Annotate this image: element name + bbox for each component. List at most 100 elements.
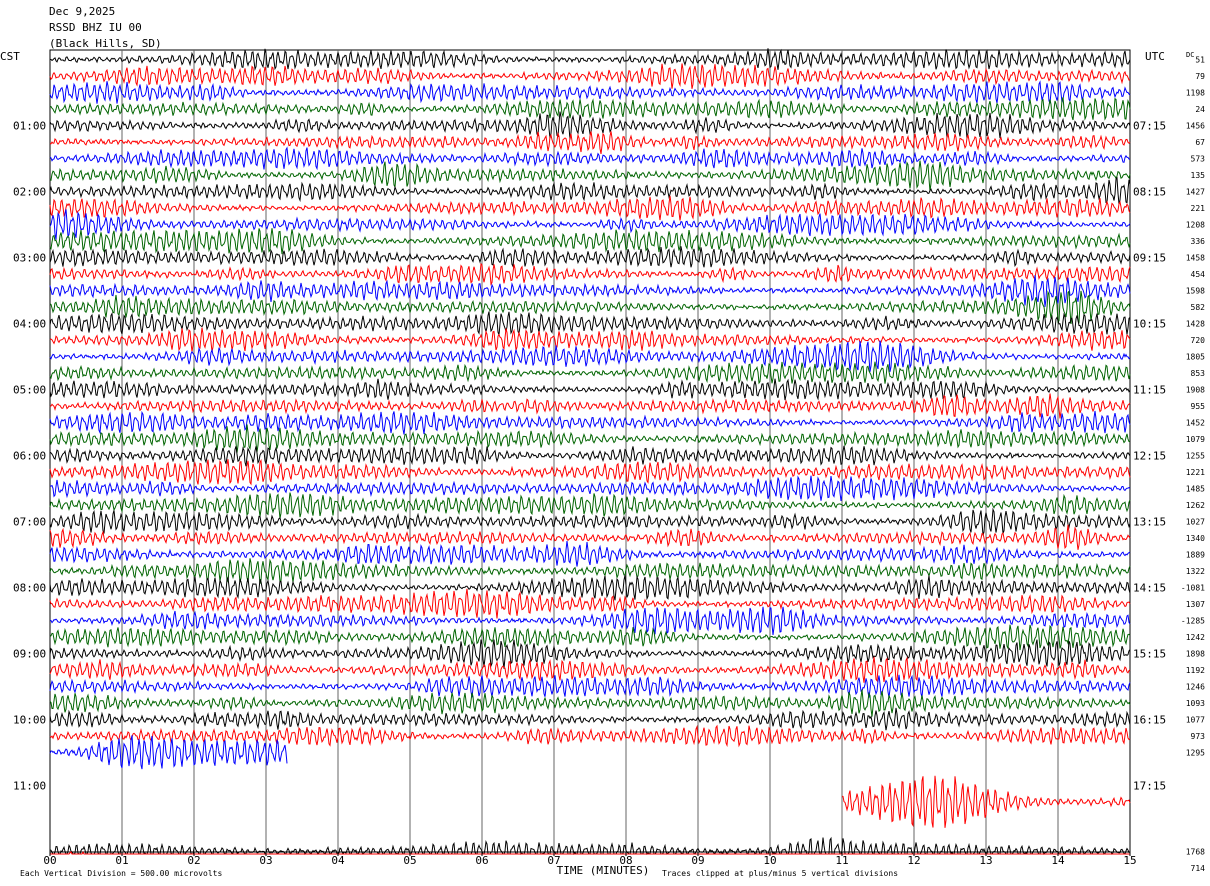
dc-offset-label: 1027	[1186, 518, 1205, 527]
dc-offset-label: 853	[1191, 369, 1206, 378]
seismic-trace	[49, 445, 1131, 467]
seismic-trace	[49, 48, 1131, 72]
left-hour-label: 11:00	[13, 780, 46, 793]
x-tick-label: 02	[187, 854, 200, 867]
left-hour-label: 05:00	[13, 384, 46, 397]
seismic-trace	[49, 378, 1131, 401]
right-hour-label: 09:15	[1133, 252, 1166, 265]
dc-offset-label: 79	[1195, 72, 1205, 81]
dc-offset-label: 67	[1195, 138, 1205, 147]
left-hour-label: 09:00	[13, 648, 46, 661]
seismic-trace	[49, 558, 1131, 584]
dc-offset-label: 1077	[1186, 716, 1205, 725]
seismic-trace	[49, 410, 1131, 435]
dc-offset-label: 1452	[1186, 419, 1205, 428]
x-tick-label: 04	[331, 854, 345, 867]
left-hour-label: 06:00	[13, 450, 46, 463]
left-hour-label: 07:00	[13, 516, 46, 529]
seismic-trace	[49, 195, 1131, 221]
dc-offset-label: 1307	[1186, 600, 1205, 609]
seismic-trace	[49, 228, 1131, 255]
left-hour-label: 08:00	[13, 582, 46, 595]
seismic-trace	[49, 340, 1131, 372]
dc-offset-label: 135	[1191, 171, 1206, 180]
station-code: RSSD BHZ IU 00	[49, 21, 142, 34]
dc-offset-label: 714	[1191, 864, 1206, 873]
footer-scale-note: Each Vertical Division = 500.00 microvol…	[20, 869, 222, 878]
seismic-trace	[49, 262, 1131, 286]
seismic-trace	[49, 97, 1131, 121]
x-tick-label: 09	[691, 854, 704, 867]
seismic-trace	[49, 424, 1131, 453]
left-hour-label: 10:00	[13, 714, 46, 727]
dc-offset-label: 1340	[1186, 534, 1205, 543]
plot-date: Dec 9,2025	[49, 5, 116, 18]
right-timezone-label: UTC	[1145, 50, 1165, 63]
seismic-trace	[49, 458, 1131, 486]
x-tick-label: 05	[403, 854, 416, 867]
x-tick-label: 08	[619, 854, 632, 867]
seismic-trace	[49, 524, 1131, 550]
x-tick-label: 06	[475, 854, 488, 867]
right-hour-label: 11:15	[1133, 384, 1166, 397]
dc-offset-label: 24	[1195, 105, 1205, 114]
dc-offset-label: 1242	[1186, 633, 1205, 642]
dc-offset-label: 1208	[1186, 221, 1205, 230]
right-hour-label: 17:15	[1133, 780, 1166, 793]
right-hour-label: 14:15	[1133, 582, 1166, 595]
seismic-trace	[49, 851, 1130, 855]
seismic-trace	[49, 327, 1131, 352]
footer-clip-note: Traces clipped at plus/minus 5 vertical …	[662, 869, 898, 878]
right-hour-label: 07:15	[1133, 120, 1166, 133]
x-tick-label: 13	[979, 854, 992, 867]
dc-offset-label: -1285	[1181, 617, 1205, 626]
left-timezone-label: CST	[0, 50, 20, 63]
x-tick-label: 07	[547, 854, 560, 867]
dc-offset-label: 454	[1191, 270, 1206, 279]
seismic-trace	[49, 246, 1131, 268]
right-hour-label: 13:15	[1133, 516, 1166, 529]
seismic-trace	[49, 146, 1131, 171]
right-hour-label: 12:15	[1133, 450, 1166, 463]
seismic-trace	[49, 290, 1131, 325]
right-hour-label: 08:15	[1133, 186, 1166, 199]
dc-offset-label: 1255	[1186, 452, 1205, 461]
dc-offset-label: 1192	[1186, 666, 1205, 675]
station-location: (Black Hills, SD)	[49, 37, 162, 50]
dc-offset-label: 1198	[1186, 89, 1205, 98]
x-tick-label: 14	[1051, 854, 1065, 867]
seismic-trace	[49, 656, 1131, 683]
dc-offset-label: 1456	[1186, 122, 1205, 131]
dc-offset-label: 1246	[1186, 683, 1205, 692]
x-tick-label: 15	[1123, 854, 1136, 867]
x-tick-label: 01	[115, 854, 128, 867]
seismic-trace	[49, 393, 1131, 419]
dc-offset-label: 1093	[1186, 699, 1205, 708]
seismic-trace	[49, 588, 1131, 619]
seismic-trace	[49, 724, 1131, 748]
seismic-trace	[49, 311, 1131, 336]
dc-offset-label: 1768	[1186, 848, 1205, 857]
dc-offset-label: 1221	[1186, 468, 1205, 477]
x-tick-label: 12	[907, 854, 920, 867]
dc-offset-label: 1262	[1186, 501, 1205, 510]
right-hour-label: 10:15	[1133, 318, 1166, 331]
dc-offset-label: 582	[1191, 303, 1206, 312]
dc-offset-label: 973	[1191, 732, 1206, 741]
dc-offset-label: 1428	[1186, 320, 1205, 329]
seismic-trace	[49, 361, 1131, 385]
dc-offset-label: 1898	[1186, 650, 1205, 659]
dc-offset-label: 1485	[1186, 485, 1205, 494]
right-hour-label: 15:15	[1133, 648, 1166, 661]
dc-offset-label: 1427	[1186, 188, 1205, 197]
seismic-trace	[49, 639, 1131, 669]
seismic-trace	[841, 775, 1131, 828]
left-hour-label: 03:00	[13, 252, 46, 265]
seismic-trace	[49, 275, 1131, 307]
dc-offset-label: 1805	[1186, 353, 1205, 362]
dc-offset-label: 1598	[1186, 287, 1205, 296]
dc-offset-label: 1908	[1186, 386, 1205, 395]
seismic-trace	[49, 624, 1131, 651]
seismic-trace	[49, 689, 1131, 717]
